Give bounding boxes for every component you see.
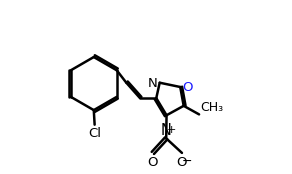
Text: N: N <box>161 122 172 137</box>
Text: O: O <box>182 81 192 94</box>
Text: N: N <box>148 77 158 90</box>
Text: Cl: Cl <box>88 127 101 140</box>
Text: CH₃: CH₃ <box>200 101 223 114</box>
Text: +: + <box>166 125 176 135</box>
Text: O: O <box>147 156 158 169</box>
Text: O: O <box>177 156 187 169</box>
Text: −: − <box>182 155 192 168</box>
